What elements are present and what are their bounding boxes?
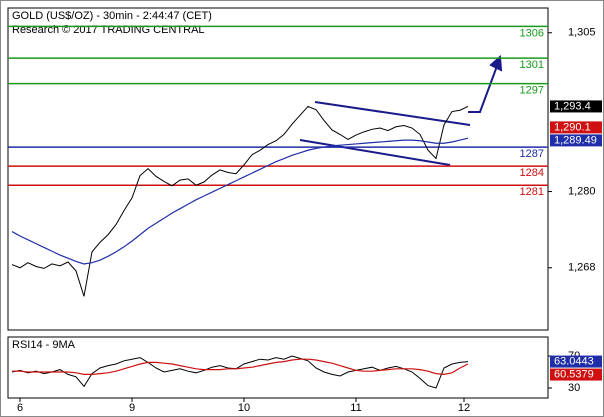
arrow-head <box>489 54 503 72</box>
series-line <box>11 137 469 265</box>
y-tick-label: 30 <box>568 382 580 394</box>
price-marker <box>550 368 602 381</box>
price-marker-label: 1,289.49 <box>554 134 597 146</box>
price-marker-label: 63.0443 <box>554 355 594 367</box>
price-marker <box>550 100 602 113</box>
x-tick-label: 12 <box>458 402 470 414</box>
series-line <box>11 105 469 297</box>
level-label: 1297 <box>520 84 544 96</box>
price-marker-label: 1,290.1 <box>554 121 591 133</box>
level-label: 1284 <box>520 167 544 179</box>
level-label: 1281 <box>520 186 544 198</box>
y-tick-label: 1,280 <box>568 185 596 197</box>
rsi-pane <box>7 336 549 399</box>
rsi-title: RSI14 - 9MA <box>12 339 76 351</box>
series-line <box>12 358 469 376</box>
channel-lower <box>299 139 451 166</box>
x-tick-label: 10 <box>238 402 250 414</box>
x-tick-label: 9 <box>129 402 135 414</box>
forecast-arrow <box>468 65 498 113</box>
price-marker <box>550 134 602 147</box>
price-marker <box>550 121 602 134</box>
level-label: 1301 <box>520 59 544 71</box>
level-label: 1287 <box>520 148 544 160</box>
x-tick-label: 11 <box>350 402 361 414</box>
channel <box>299 54 503 166</box>
level-label: 1306 <box>520 27 544 39</box>
main-pane <box>7 7 549 331</box>
x-tick-label: 6 <box>17 402 23 414</box>
price-marker <box>550 355 602 368</box>
price-marker-label: 60.5379 <box>554 368 594 380</box>
channel-upper <box>314 101 471 126</box>
series-line <box>11 355 469 389</box>
price-marker-label: 1,293.4 <box>554 100 591 112</box>
y-tick-label: 1,305 <box>568 27 596 39</box>
y-tick-label: 1,268 <box>568 262 596 274</box>
chart-title: GOLD (US$/OZ) - 30min - 2:44:47 (CET) <box>12 10 212 22</box>
